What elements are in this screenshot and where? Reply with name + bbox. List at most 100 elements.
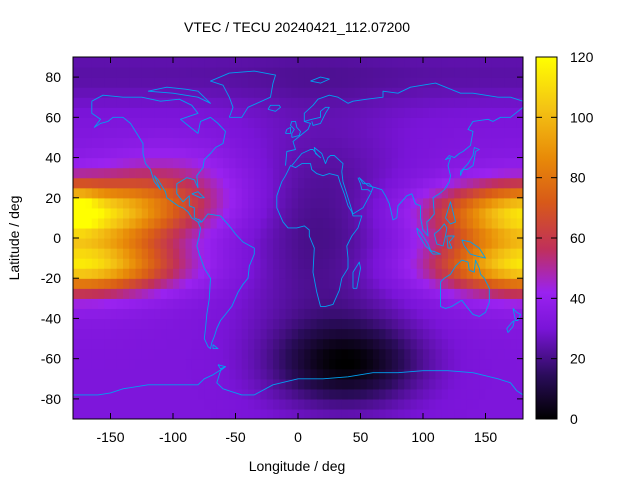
heatmap-cell	[179, 378, 187, 390]
heatmap-cell	[429, 278, 437, 289]
heatmap-cell	[454, 77, 462, 88]
heatmap-cell	[235, 207, 243, 219]
heatmap-cell	[366, 217, 374, 229]
heatmap-cell	[485, 238, 493, 249]
heatmap-cell	[279, 137, 287, 149]
heatmap-cell	[479, 268, 487, 279]
heatmap-cell	[285, 57, 293, 68]
heatmap-cell	[473, 147, 480, 159]
heatmap-cell	[423, 157, 430, 169]
heatmap-cell	[129, 117, 137, 128]
heatmap-cell	[429, 258, 437, 269]
heatmap-cell	[379, 57, 387, 68]
heatmap-cell	[173, 107, 180, 118]
heatmap-cell	[73, 288, 80, 299]
heatmap-cell	[460, 207, 468, 219]
heatmap-cell	[154, 207, 162, 219]
heatmap-cell	[429, 197, 437, 209]
heatmap-cell	[466, 157, 474, 169]
heatmap-cell	[335, 217, 343, 229]
heatmap-cell	[166, 227, 174, 239]
heatmap-cell	[116, 227, 124, 239]
heatmap-cell	[479, 388, 487, 400]
heatmap-cell	[273, 87, 280, 98]
heatmap-cell	[429, 268, 437, 279]
heatmap-cell	[173, 408, 180, 419]
heatmap-cell	[73, 358, 80, 370]
heatmap-cell	[235, 278, 243, 289]
heatmap-cell	[485, 268, 493, 279]
heatmap-cell	[298, 348, 305, 360]
heatmap-cell	[304, 358, 312, 370]
heatmap-cell	[160, 288, 168, 299]
heatmap-cell	[348, 408, 355, 419]
heatmap-cell	[423, 127, 430, 139]
heatmap-cell	[316, 318, 324, 330]
heatmap-cell	[329, 258, 337, 269]
heatmap-cell	[116, 288, 124, 299]
heatmap-cell	[310, 187, 318, 199]
heatmap-cell	[448, 117, 455, 128]
heatmap-cell	[116, 358, 124, 370]
heatmap-cell	[204, 408, 212, 419]
heatmap-cell	[360, 408, 368, 419]
heatmap-cell	[498, 338, 505, 350]
heatmap-cell	[166, 67, 174, 78]
heatmap-cell	[79, 408, 87, 419]
heatmap-cell	[254, 238, 262, 249]
heatmap-cell	[366, 308, 374, 320]
heatmap-cell	[398, 117, 405, 128]
heatmap-cell	[223, 157, 230, 169]
heatmap-cell	[510, 278, 518, 289]
heatmap-cell	[366, 278, 374, 289]
heatmap-cell	[354, 197, 362, 209]
heatmap-cell	[198, 358, 205, 370]
heatmap-cell	[110, 157, 118, 169]
heatmap-cell	[241, 67, 249, 78]
heatmap-cell	[454, 298, 462, 309]
heatmap-cell	[298, 207, 305, 219]
heatmap-cell	[291, 338, 299, 350]
heatmap-cell	[285, 318, 293, 330]
heatmap-cell	[129, 187, 137, 199]
heatmap-cell	[423, 97, 430, 108]
heatmap-cell	[129, 177, 137, 189]
heatmap-cell	[466, 217, 474, 229]
heatmap-cell	[210, 298, 218, 309]
heatmap-cell	[498, 147, 505, 159]
heatmap-cell	[248, 197, 255, 209]
heatmap-cell	[123, 338, 130, 350]
heatmap-cell	[79, 97, 87, 108]
heatmap-cell	[91, 248, 99, 259]
heatmap-cell	[373, 227, 380, 239]
heatmap-cell	[298, 157, 305, 169]
heatmap-cell	[229, 268, 237, 279]
heatmap-cell	[148, 268, 155, 279]
heatmap-cell	[391, 308, 399, 320]
heatmap-cell	[341, 187, 349, 199]
heatmap-cell	[329, 117, 337, 128]
heatmap-cell	[310, 207, 318, 219]
coastline-europe	[285, 82, 523, 166]
heatmap-cell	[241, 57, 249, 68]
heatmap-cell	[241, 207, 249, 219]
heatmap-cell	[79, 117, 87, 128]
heatmap-cell	[223, 227, 230, 239]
heatmap-cell	[360, 107, 368, 118]
heatmap-cell	[216, 227, 224, 239]
heatmap-cell	[135, 238, 143, 249]
x-tick-label: -100	[159, 429, 187, 445]
heatmap-cell	[410, 97, 418, 108]
heatmap-cell	[316, 278, 324, 289]
heatmap-cell	[166, 87, 174, 98]
heatmap-cell	[410, 67, 418, 78]
x-tick-label: -50	[225, 429, 245, 445]
heatmap-cell	[91, 137, 99, 149]
heatmap-cell	[404, 368, 412, 380]
heatmap-cell	[379, 177, 387, 189]
heatmap-cell	[510, 368, 518, 380]
heatmap-cell	[235, 187, 243, 199]
heatmap-cell	[341, 167, 349, 179]
heatmap-cell	[491, 258, 499, 269]
heatmap-cell	[379, 227, 387, 239]
